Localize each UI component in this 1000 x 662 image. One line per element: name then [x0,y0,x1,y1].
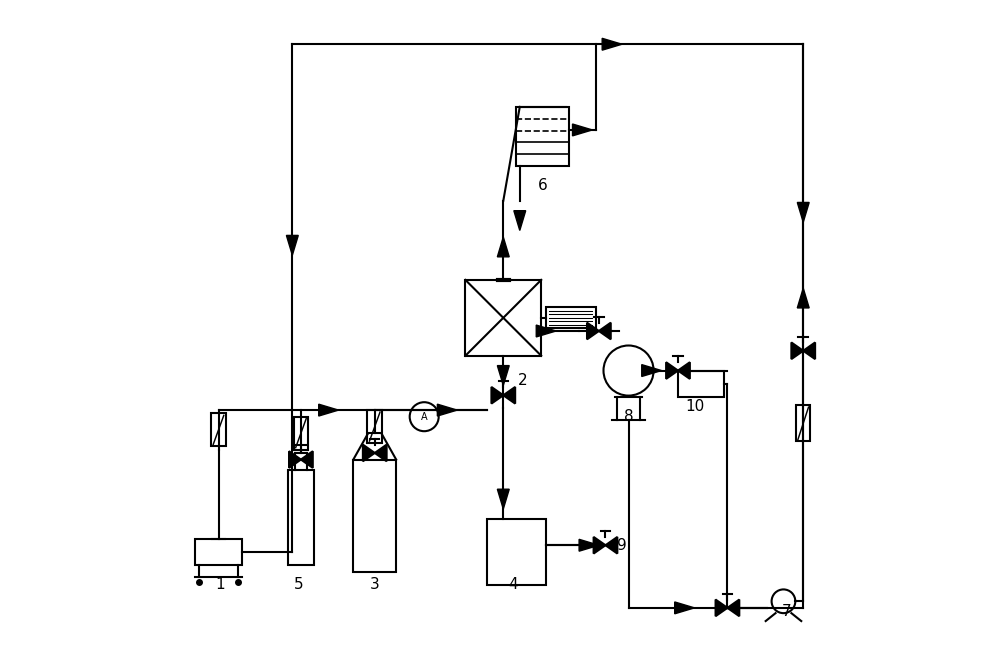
Text: 2: 2 [518,373,528,388]
Bar [367,410,382,443]
Text: 4: 4 [508,577,518,592]
Polygon shape [363,445,375,461]
Polygon shape [666,362,678,379]
Bar [211,413,226,446]
Bar [546,307,596,328]
Polygon shape [375,445,387,461]
Polygon shape [587,322,599,340]
Polygon shape [319,404,338,416]
Bar [465,280,541,355]
Polygon shape [491,387,503,404]
Polygon shape [678,362,690,379]
Bar [288,470,314,565]
Polygon shape [301,451,313,468]
Polygon shape [675,602,694,614]
Polygon shape [791,342,803,359]
Polygon shape [286,236,298,255]
Polygon shape [642,365,662,377]
Text: 10: 10 [685,399,704,414]
Bar [678,371,724,397]
Polygon shape [503,387,515,404]
Polygon shape [803,342,815,359]
Text: A: A [421,412,428,422]
Polygon shape [727,600,739,616]
Polygon shape [602,38,622,50]
Polygon shape [497,489,509,509]
Text: 5: 5 [294,577,304,592]
Polygon shape [437,404,457,416]
Polygon shape [716,600,727,616]
Bar [195,539,242,565]
Text: 9: 9 [617,538,627,553]
Text: 1: 1 [215,577,225,592]
Polygon shape [289,451,301,468]
Polygon shape [536,325,556,337]
Polygon shape [797,203,809,222]
Polygon shape [594,537,605,553]
Text: 8: 8 [624,409,633,424]
Polygon shape [573,124,592,136]
Bar [796,405,810,442]
Polygon shape [579,540,599,551]
Polygon shape [797,288,809,308]
Bar [516,107,569,166]
Polygon shape [599,322,611,340]
Polygon shape [497,365,509,385]
Polygon shape [605,537,617,553]
Bar [294,416,308,449]
Text: 6: 6 [538,179,548,193]
Text: 7: 7 [782,604,792,619]
Polygon shape [497,237,509,257]
Polygon shape [514,211,526,230]
Text: 3: 3 [370,577,380,592]
Bar [487,519,546,585]
Bar [353,459,396,571]
